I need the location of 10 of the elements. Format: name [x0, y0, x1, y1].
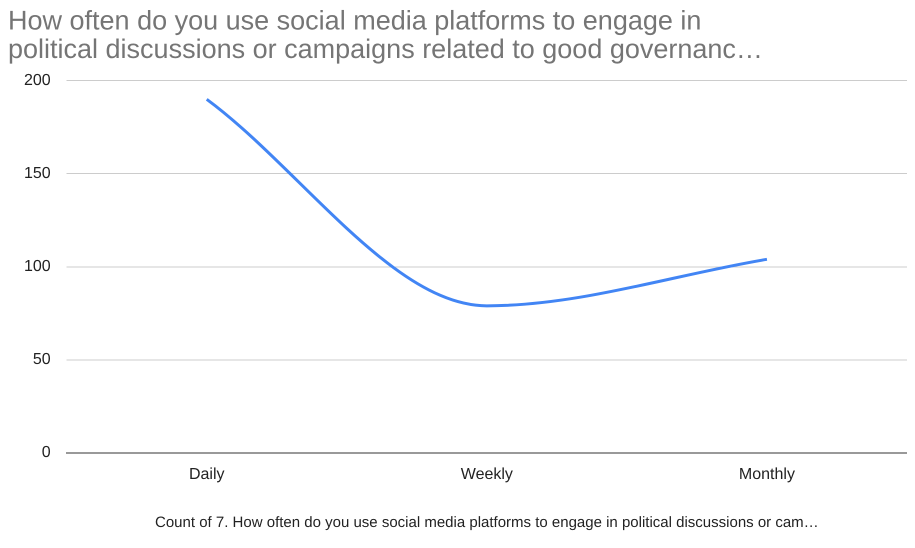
x-tick-label: Monthly: [738, 466, 795, 483]
y-tick-label: 100: [24, 258, 51, 276]
y-tick-label: 0: [42, 444, 51, 462]
x-axis-title: Count of 7. How often do you use social media platforms to engage in political discussions or cam…: [155, 514, 819, 532]
x-tick-label: Daily: [188, 466, 225, 483]
chart-title: How often do you use social media platforms to engage in political discussions or campaigns related to good governanc…: [8, 6, 763, 64]
x-tick-label: Weekly: [460, 466, 513, 483]
y-tick-label: 200: [24, 72, 51, 90]
y-tick-label: 150: [24, 165, 51, 182]
y-tick-label: 50: [32, 351, 51, 368]
